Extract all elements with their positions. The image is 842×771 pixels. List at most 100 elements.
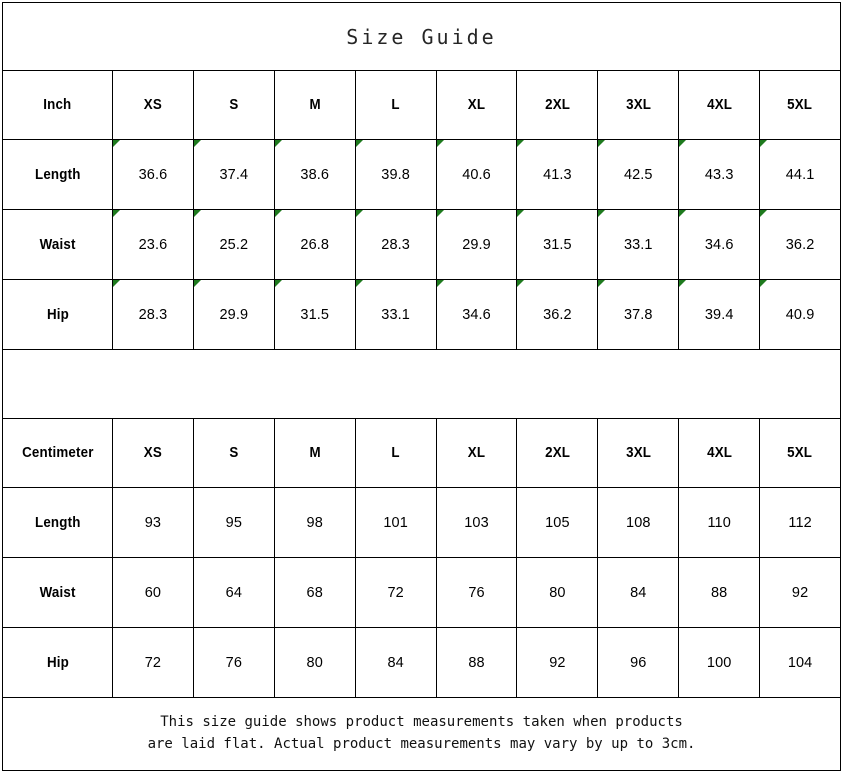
cm-col-header-3xl-label: 3XL [625, 445, 651, 461]
cm-row-label-length-text: Length [34, 514, 81, 531]
cm-col-header-xs-label: XS [143, 445, 163, 461]
inch-hip-4xl: 39.4 [678, 279, 761, 350]
inch-length-2xl: 41.3 [516, 139, 599, 210]
cm-waist-2xl: 80 [516, 557, 599, 628]
inch-length-s: 37.4 [192, 139, 275, 210]
cm-hip-4xl: 100 [678, 627, 761, 698]
cm-length-xl: 103 [435, 487, 518, 558]
inch-col-header-l: L [354, 70, 437, 140]
cm-row-label-length: Length [2, 487, 113, 558]
inch-col-header-5xl-label: 5XL [787, 97, 813, 113]
inch-col-header-xl-label: XL [467, 97, 486, 113]
cm-hip-5xl: 104 [759, 627, 842, 698]
cm-length-m: 98 [273, 487, 356, 558]
inch-col-header-l-label: L [391, 97, 400, 113]
cm-col-header-2xl: 2XL [516, 418, 599, 488]
cm-waist-xl: 76 [435, 557, 518, 628]
cm-hip-l: 84 [354, 627, 437, 698]
spacer-cell [1, 349, 842, 419]
inch-col-header-xl: XL [435, 70, 518, 140]
inch-waist-5xl: 36.2 [759, 209, 842, 280]
inch-hip-m: 31.5 [273, 279, 356, 350]
inch-waist-xs: 23.6 [112, 209, 194, 280]
inch-waist-s: 25.2 [192, 209, 275, 280]
page-title: Size Guide [1, 2, 842, 71]
cm-length-s: 95 [192, 487, 275, 558]
cm-waist-3xl: 84 [597, 557, 680, 628]
inch-col-header-5xl: 5XL [759, 70, 842, 140]
cm-length-4xl: 110 [678, 487, 761, 558]
cm-col-header-4xl-label: 4XL [706, 445, 732, 461]
table-row: Length 36.6 37.4 38.6 39.8 40.6 41.3 42.… [2, 139, 842, 210]
table-row: Length 93 95 98 101 103 105 108 110 112 [2, 487, 842, 558]
inch-col-header-2xl-label: 2XL [544, 97, 570, 113]
inch-row-label-waist-text: Waist [39, 236, 76, 253]
cm-hip-m: 80 [273, 627, 356, 698]
cm-col-header-l: L [354, 418, 437, 488]
cm-col-header-m: M [273, 418, 356, 488]
inch-col-header-4xl: 4XL [678, 70, 761, 140]
cm-length-3xl: 108 [597, 487, 680, 558]
cm-waist-5xl: 92 [759, 557, 842, 628]
cm-col-header-m-label: M [309, 445, 321, 461]
inch-unit-header: Inch [2, 70, 113, 140]
cm-unit-header: Centimeter [2, 418, 113, 488]
inch-row-label-length-text: Length [34, 166, 81, 183]
title-row: Size Guide [1, 2, 842, 71]
inch-col-header-m: M [273, 70, 356, 140]
cm-col-header-3xl: 3XL [597, 418, 680, 488]
cm-col-header-l-label: L [391, 445, 400, 461]
table-row: Hip 72 76 80 84 88 92 96 100 104 [2, 627, 842, 698]
inch-col-header-s-label: S [229, 97, 239, 113]
inch-row-label-hip: Hip [2, 279, 113, 350]
cm-unit-label: Centimeter [21, 445, 94, 461]
cm-row-label-hip: Hip [2, 627, 113, 698]
inch-hip-xs: 28.3 [112, 279, 194, 350]
inch-waist-xl: 29.9 [435, 209, 518, 280]
inch-waist-l: 28.3 [354, 209, 437, 280]
inch-length-xl: 40.6 [435, 139, 518, 210]
cm-col-header-s-label: S [229, 445, 239, 461]
cm-waist-l: 72 [354, 557, 437, 628]
cm-length-5xl: 112 [759, 487, 842, 558]
inch-hip-l: 33.1 [354, 279, 437, 350]
inch-row-label-length: Length [2, 139, 113, 210]
cm-row-label-hip-text: Hip [46, 654, 69, 671]
inch-waist-3xl: 33.1 [597, 209, 680, 280]
inch-length-xs: 36.6 [112, 139, 194, 210]
inch-col-header-4xl-label: 4XL [706, 97, 732, 113]
note-line-1: This size guide shows product measuremen… [160, 714, 683, 731]
inch-col-header-2xl: 2XL [516, 70, 599, 140]
cm-col-header-xl: XL [435, 418, 518, 488]
inch-col-header-s: S [192, 70, 275, 140]
cm-col-header-4xl: 4XL [678, 418, 761, 488]
cm-row-label-waist-text: Waist [39, 584, 76, 601]
inch-col-header-m-label: M [309, 97, 321, 113]
cm-length-l: 101 [354, 487, 437, 558]
cm-col-header-2xl-label: 2XL [544, 445, 570, 461]
inch-length-4xl: 43.3 [678, 139, 761, 210]
cm-waist-m: 68 [273, 557, 356, 628]
cm-length-xs: 93 [112, 487, 194, 558]
inch-hip-s: 29.9 [192, 279, 275, 350]
cm-col-header-xs: XS [112, 418, 194, 488]
inch-col-header-xs-label: XS [143, 97, 163, 113]
cm-waist-4xl: 88 [678, 557, 761, 628]
inch-col-header-3xl-label: 3XL [625, 97, 651, 113]
spacer-row [1, 349, 842, 419]
cm-header-row: Centimeter XS S M L XL 2XL 3XL 4XL 5XL [2, 418, 842, 488]
inch-length-m: 38.6 [273, 139, 356, 210]
inch-length-3xl: 42.5 [597, 139, 680, 210]
cm-row-label-waist: Waist [2, 557, 113, 628]
inch-col-header-3xl: 3XL [597, 70, 680, 140]
cm-col-header-5xl-label: 5XL [787, 445, 813, 461]
cm-waist-s: 64 [192, 557, 275, 628]
cm-col-header-s: S [192, 418, 275, 488]
inch-row-label-hip-text: Hip [46, 306, 69, 323]
inch-col-header-xs: XS [112, 70, 194, 140]
inch-row-label-waist: Waist [2, 209, 113, 280]
cm-col-header-5xl: 5XL [759, 418, 842, 488]
table-row: Waist 23.6 25.2 26.8 28.3 29.9 31.5 33.1… [2, 209, 842, 280]
inch-waist-4xl: 34.6 [678, 209, 761, 280]
